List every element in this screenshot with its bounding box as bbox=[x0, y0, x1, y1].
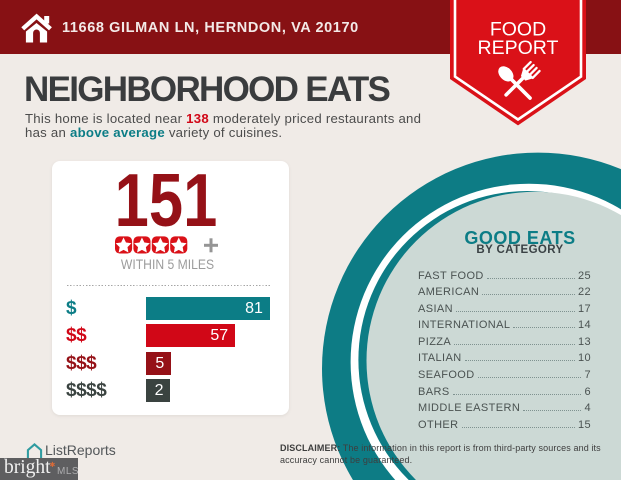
svg-text:REPORT: REPORT bbox=[478, 37, 559, 59]
svg-text:FOOD: FOOD bbox=[490, 18, 546, 40]
